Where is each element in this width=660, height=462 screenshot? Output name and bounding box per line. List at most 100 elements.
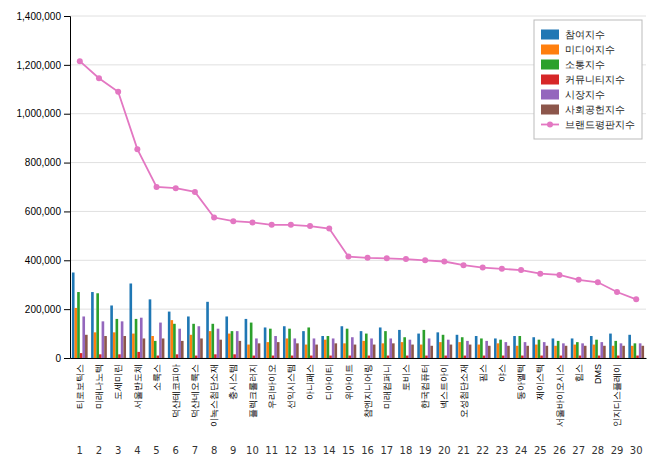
rank-label: 28 xyxy=(591,445,604,456)
line-point xyxy=(326,226,332,232)
line-point xyxy=(480,265,486,271)
bar xyxy=(538,340,541,358)
rank-label: 27 xyxy=(572,445,585,456)
bar xyxy=(466,341,469,358)
x-tick: 서울반도체 xyxy=(132,364,142,409)
bar xyxy=(192,324,195,358)
bar xyxy=(154,341,157,358)
plot: 0200,000400,000600,000800,0001,000,0001,… xyxy=(17,11,647,427)
x-axis-line xyxy=(71,358,647,359)
line xyxy=(80,61,636,299)
rank-label: 8 xyxy=(211,445,217,456)
y-tick-label: 200,000 xyxy=(25,304,62,315)
bar xyxy=(617,356,620,358)
bar xyxy=(360,331,363,358)
bar xyxy=(123,336,126,358)
x-tick-label: 소룩스 xyxy=(152,364,162,391)
line-point xyxy=(134,146,140,152)
x-tick-label: 티로보틱스 xyxy=(75,364,85,409)
bar xyxy=(341,326,344,358)
rank-label: 14 xyxy=(323,445,336,456)
bar xyxy=(639,343,642,358)
x-tick: 인지디스플레이 xyxy=(612,364,622,427)
bar xyxy=(609,334,612,358)
bar xyxy=(505,342,508,358)
legend-label: 브랜드평판지수 xyxy=(565,119,635,130)
legend-label: 참여지수 xyxy=(565,29,605,40)
y-tick: 400,000 xyxy=(25,255,70,266)
bar xyxy=(411,345,414,358)
bar xyxy=(620,343,623,358)
rank-label: 11 xyxy=(265,445,278,456)
bar xyxy=(420,345,423,358)
x-tick-label: 플렉크롤러지 xyxy=(248,364,258,418)
bar xyxy=(351,337,354,358)
bar xyxy=(513,336,516,358)
bar-series xyxy=(72,273,631,359)
x-axis: 티로보틱스미래나노텍도세미린서울반도체소룩스덕산테코피아덕산네오룩스이녹스첨단소… xyxy=(71,359,647,428)
bar xyxy=(502,356,505,358)
bar xyxy=(370,338,373,358)
x-tick: 야스 xyxy=(497,364,507,382)
bar xyxy=(296,343,299,358)
bar xyxy=(439,342,442,358)
legend: 참여지수미디어지수소통지수커뮤니티지수시장지수사회공헌지수브랜드평판지수 xyxy=(534,20,642,139)
grid-line xyxy=(70,211,646,212)
grid-line xyxy=(70,162,646,163)
x-tick-label: 이녹스첨단소재 xyxy=(209,364,219,427)
bar xyxy=(321,336,324,358)
bar xyxy=(329,356,332,358)
x-tick-label: 미래컴퍼니 xyxy=(382,364,392,409)
legend-item: 사회공헌지수 xyxy=(541,104,625,115)
y-axis-line xyxy=(64,17,71,359)
bar xyxy=(110,305,113,358)
rank-label: 7 xyxy=(192,445,198,456)
bar xyxy=(157,356,160,358)
legend-label: 사회공헌지수 xyxy=(565,104,625,115)
bar xyxy=(532,337,535,358)
x-tick-label: 서울바이오시스 xyxy=(555,364,565,427)
bar xyxy=(324,340,327,358)
bar xyxy=(535,345,538,358)
bar xyxy=(217,329,220,358)
bar xyxy=(239,341,242,358)
x-tick: 플렉크롤러지 xyxy=(248,364,258,418)
bar xyxy=(159,323,162,358)
bar xyxy=(622,346,625,358)
y-tick: 1,000,000 xyxy=(17,108,71,119)
bar xyxy=(96,293,99,358)
x-tick-label: 힘스 xyxy=(574,364,584,382)
rank-label: 12 xyxy=(284,445,297,456)
legend-frame xyxy=(534,20,642,139)
bar xyxy=(255,338,258,358)
bar xyxy=(499,340,502,358)
bar xyxy=(334,343,337,358)
line-point xyxy=(461,262,467,268)
x-tick: 미래컴퍼니 xyxy=(382,364,392,409)
bar-series xyxy=(85,335,644,358)
line-point xyxy=(595,279,601,285)
y-tick-mark xyxy=(64,65,70,66)
grid-line xyxy=(70,260,646,261)
bar xyxy=(382,343,385,358)
bar-series xyxy=(77,292,636,358)
bar xyxy=(305,345,308,358)
bar xyxy=(521,356,524,358)
bar xyxy=(409,340,412,358)
y-tick-label: 1,400,000 xyxy=(17,11,62,22)
bar xyxy=(497,343,500,358)
bar xyxy=(389,338,392,358)
legend-item: 참여지수 xyxy=(541,29,605,40)
x-tick-label: 디아이티 xyxy=(324,364,334,400)
x-tick: 미래나노텍 xyxy=(94,364,104,409)
bar xyxy=(91,292,94,358)
bar xyxy=(392,343,395,358)
y-axis: 0200,000400,000600,000800,0001,000,0001,… xyxy=(17,11,71,364)
x-tick-label: 야스 xyxy=(497,364,507,382)
bar xyxy=(477,345,480,358)
bar xyxy=(636,356,639,358)
x-tick: 소룩스 xyxy=(152,364,162,391)
bar xyxy=(401,342,404,358)
rank-label: 13 xyxy=(304,445,317,456)
bar xyxy=(469,345,472,358)
